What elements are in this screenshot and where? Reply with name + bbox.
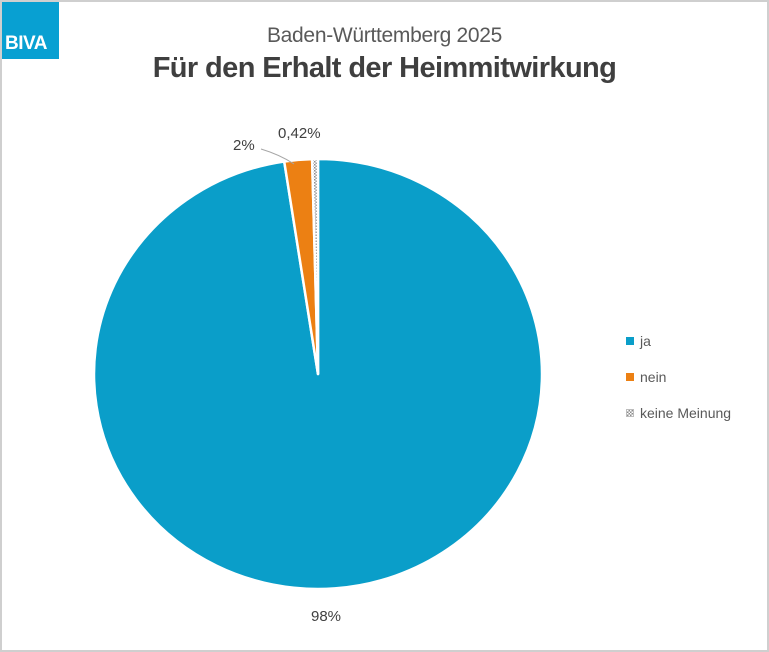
chart-subtitle: Baden-Württemberg 2025 <box>266 24 503 47</box>
legend: ja nein keine Meinung <box>626 332 731 440</box>
legend-marker-keine-meinung-icon <box>626 408 634 417</box>
pie-slice-keine-meinung <box>310 157 320 376</box>
legend-label-nein: nein <box>640 368 667 385</box>
legend-marker-nein-icon <box>626 372 634 381</box>
leader-line-nein <box>260 148 295 165</box>
biva-logo-text: BIVA <box>5 33 47 54</box>
legend-marker-ja-icon <box>626 336 634 345</box>
legend-label-ja: ja <box>640 332 651 349</box>
data-label-keine-meinung: 0,42% <box>278 125 321 142</box>
data-label-nein: 2% <box>233 137 255 154</box>
legend-item-nein: nein <box>626 368 731 385</box>
legend-item-ja: ja <box>626 332 731 349</box>
pie-slices-group <box>92 157 544 591</box>
legend-label-keine-meinung: keine Meinung <box>640 404 732 421</box>
biva-logo: BIVA <box>2 2 59 59</box>
data-label-ja: 98% <box>310 608 342 625</box>
chart-title: Für den Erhalt der Heimmitwirkung <box>152 52 617 84</box>
legend-item-keine-meinung: keine Meinung <box>626 404 731 421</box>
